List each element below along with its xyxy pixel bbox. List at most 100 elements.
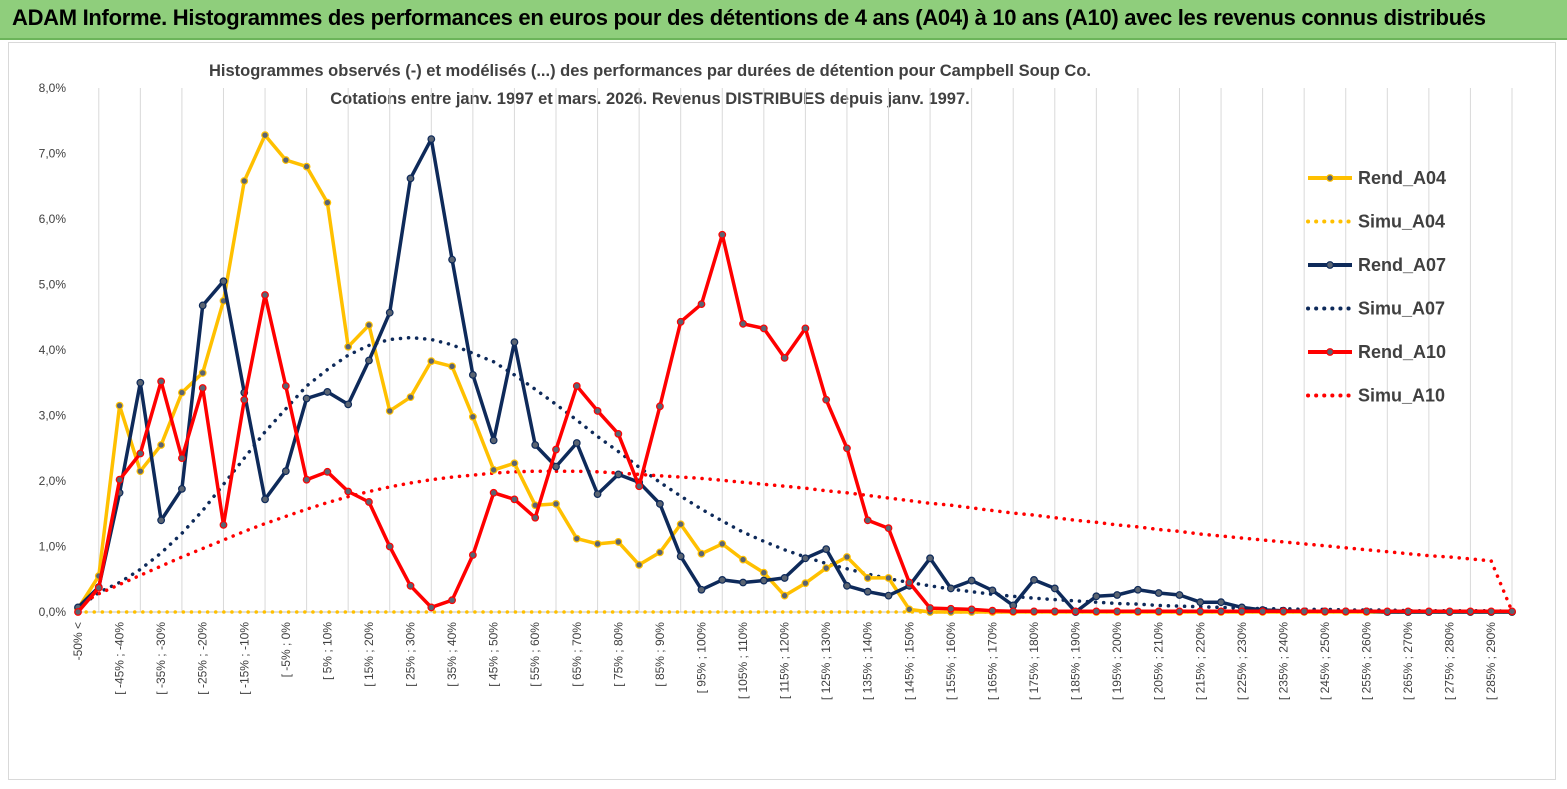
data-point-rend-a04 [115, 401, 124, 410]
data-point-rend-a10 [489, 488, 498, 497]
legend-label-simu-a10: Simu_A10 [1358, 386, 1445, 406]
data-point-rend-a10 [323, 467, 332, 476]
data-point-rend-a10 [1341, 607, 1350, 616]
y-tick-label: 5,0% [39, 278, 67, 292]
data-point-rend-a07 [178, 484, 186, 493]
data-point-rend-a07 [1050, 584, 1059, 593]
data-point-rend-a04 [739, 555, 747, 564]
x-tick-label: [ 205% ; 210% [1152, 622, 1166, 700]
x-tick-label: [ -45% ; -40% [113, 622, 127, 695]
y-tick-label: 0,0% [39, 605, 67, 619]
data-point-rend-a10 [1030, 607, 1038, 616]
data-point-rend-a07 [344, 400, 353, 409]
x-tick-label: [ 55% ; 60% [528, 622, 542, 687]
data-point-rend-a07 [614, 470, 623, 479]
data-point-rend-a10 [1424, 607, 1433, 616]
data-point-rend-a07 [510, 338, 519, 347]
y-tick-label: 7,0% [39, 147, 67, 161]
x-tick-label: [ 195% ; 200% [1110, 622, 1124, 700]
data-point-rend-a10 [281, 382, 290, 390]
data-point-rend-a10 [759, 324, 768, 333]
data-point-rend-a04 [718, 539, 727, 548]
data-point-rend-a04 [614, 538, 623, 546]
data-point-rend-a04 [178, 388, 186, 397]
legend-marker [1326, 261, 1334, 269]
data-point-rend-a04 [863, 574, 872, 582]
report-banner: ADAM Informe. Histogrammes des performan… [0, 0, 1567, 40]
x-tick-label: [ 65% ; 70% [570, 622, 584, 687]
data-point-rend-a04 [510, 459, 519, 468]
x-tick-label: [ 165% ; 170% [985, 622, 999, 700]
data-point-rend-a07 [739, 578, 747, 587]
data-point-rend-a10 [697, 300, 706, 309]
data-point-rend-a10 [780, 353, 789, 362]
data-point-rend-a04 [489, 465, 498, 474]
data-point-rend-a10 [261, 291, 269, 299]
data-point-rend-a04 [136, 467, 145, 476]
data-point-rend-a10 [946, 604, 955, 613]
legend-label-rend-a10: Rend_A10 [1358, 342, 1446, 362]
data-point-rend-a04 [281, 156, 290, 164]
data-point-rend-a10 [74, 608, 82, 616]
data-point-rend-a07 [427, 135, 436, 143]
data-point-rend-a10 [1050, 607, 1059, 616]
data-point-rend-a07 [1175, 591, 1184, 599]
x-tick-label: [ 125% ; 130% [819, 622, 833, 700]
data-point-rend-a04 [884, 574, 893, 582]
data-point-rend-a07 [1154, 589, 1163, 597]
data-point-rend-a04 [406, 393, 415, 402]
data-point-rend-a10 [614, 429, 623, 438]
data-point-rend-a07 [489, 436, 498, 445]
legend-label-simu-a07: Simu_A07 [1358, 299, 1445, 319]
data-point-rend-a10 [157, 377, 166, 386]
data-point-rend-a10 [344, 487, 353, 496]
data-point-rend-a10 [385, 542, 394, 551]
data-point-rend-a07 [967, 576, 976, 585]
data-point-rend-a10 [406, 581, 415, 590]
x-tick-label: [ 275% ; 280% [1443, 622, 1457, 700]
data-point-rend-a10 [905, 578, 914, 587]
data-point-rend-a07 [926, 554, 934, 563]
data-point-rend-a10 [635, 482, 644, 491]
x-tick-label: [ 35% ; 40% [445, 622, 459, 687]
data-point-rend-a10 [219, 520, 228, 529]
legend-label-simu-a04: Simu_A04 [1358, 212, 1445, 232]
data-point-rend-a10 [1383, 607, 1392, 616]
x-tick-label: [ 155% ; 160% [944, 622, 958, 700]
data-point-rend-a04 [427, 357, 436, 366]
data-point-rend-a07 [302, 394, 311, 403]
data-point-rend-a10 [656, 402, 664, 411]
x-tick-label: -50% < [71, 622, 85, 660]
data-point-rend-a10 [843, 444, 851, 453]
data-point-rend-a10 [427, 603, 436, 612]
data-point-rend-a10 [988, 606, 997, 615]
data-point-rend-a07 [759, 576, 768, 585]
data-point-rend-a07 [676, 552, 685, 561]
x-tick-label: [ -15% ; -10% [237, 622, 251, 695]
y-tick-label: 4,0% [39, 343, 67, 357]
x-tick-label: [ 145% ; 150% [902, 622, 916, 700]
x-tick-label: [ -5% ; 0% [279, 622, 293, 678]
data-point-rend-a04 [635, 560, 644, 569]
x-tick-label: [ 135% ; 140% [861, 622, 875, 700]
data-point-rend-a04 [240, 177, 249, 185]
data-point-rend-a07 [697, 585, 706, 594]
data-point-rend-a04 [344, 342, 353, 351]
data-point-rend-a10 [510, 495, 519, 504]
data-point-rend-a04 [822, 564, 831, 573]
data-point-rend-a04 [676, 520, 685, 529]
data-point-rend-a10 [1113, 607, 1122, 616]
data-point-rend-a10 [94, 583, 103, 592]
data-point-rend-a10 [1466, 607, 1475, 616]
data-point-rend-a10 [198, 384, 207, 392]
series-line-rend-a04 [76, 133, 1512, 614]
data-point-rend-a07 [468, 370, 477, 379]
legend-label-rend-a04: Rend_A04 [1358, 168, 1446, 188]
data-point-rend-a07 [448, 255, 456, 264]
data-point-rend-a07 [552, 462, 560, 471]
data-point-rend-a04 [780, 591, 789, 600]
data-point-rend-a10 [136, 449, 145, 458]
data-point-rend-a07 [572, 439, 581, 447]
data-point-rend-a10 [1258, 607, 1267, 616]
data-point-rend-a04 [468, 412, 477, 421]
